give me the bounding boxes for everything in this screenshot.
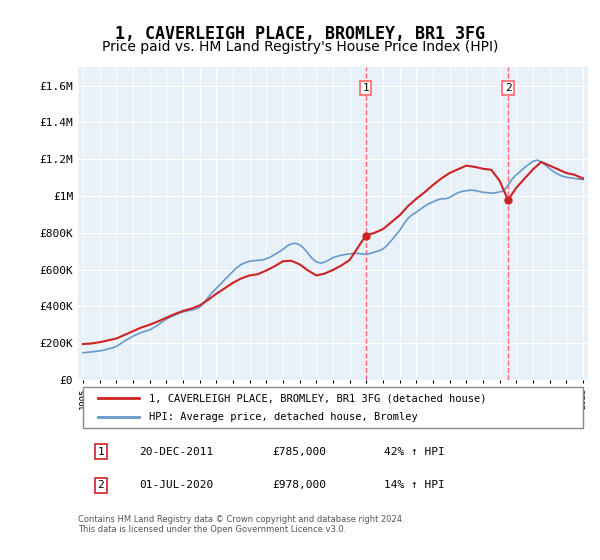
Text: 1, CAVERLEIGH PLACE, BROMLEY, BR1 3FG (detached house): 1, CAVERLEIGH PLACE, BROMLEY, BR1 3FG (d… bbox=[149, 393, 487, 403]
Text: £978,000: £978,000 bbox=[272, 480, 326, 491]
Text: 1, CAVERLEIGH PLACE, BROMLEY, BR1 3FG: 1, CAVERLEIGH PLACE, BROMLEY, BR1 3FG bbox=[115, 25, 485, 43]
Text: 01-JUL-2020: 01-JUL-2020 bbox=[139, 480, 214, 491]
Text: 1: 1 bbox=[362, 83, 369, 93]
Text: £785,000: £785,000 bbox=[272, 447, 326, 456]
Text: 14% ↑ HPI: 14% ↑ HPI bbox=[384, 480, 445, 491]
Text: 20-DEC-2011: 20-DEC-2011 bbox=[139, 447, 214, 456]
Text: 2: 2 bbox=[98, 480, 104, 491]
Text: 1: 1 bbox=[98, 447, 104, 456]
FancyBboxPatch shape bbox=[83, 388, 583, 428]
Text: HPI: Average price, detached house, Bromley: HPI: Average price, detached house, Brom… bbox=[149, 412, 418, 422]
Text: 42% ↑ HPI: 42% ↑ HPI bbox=[384, 447, 445, 456]
Text: Contains HM Land Registry data © Crown copyright and database right 2024.
This d: Contains HM Land Registry data © Crown c… bbox=[78, 515, 404, 534]
Text: Price paid vs. HM Land Registry's House Price Index (HPI): Price paid vs. HM Land Registry's House … bbox=[102, 40, 498, 54]
Text: 2: 2 bbox=[505, 83, 511, 93]
